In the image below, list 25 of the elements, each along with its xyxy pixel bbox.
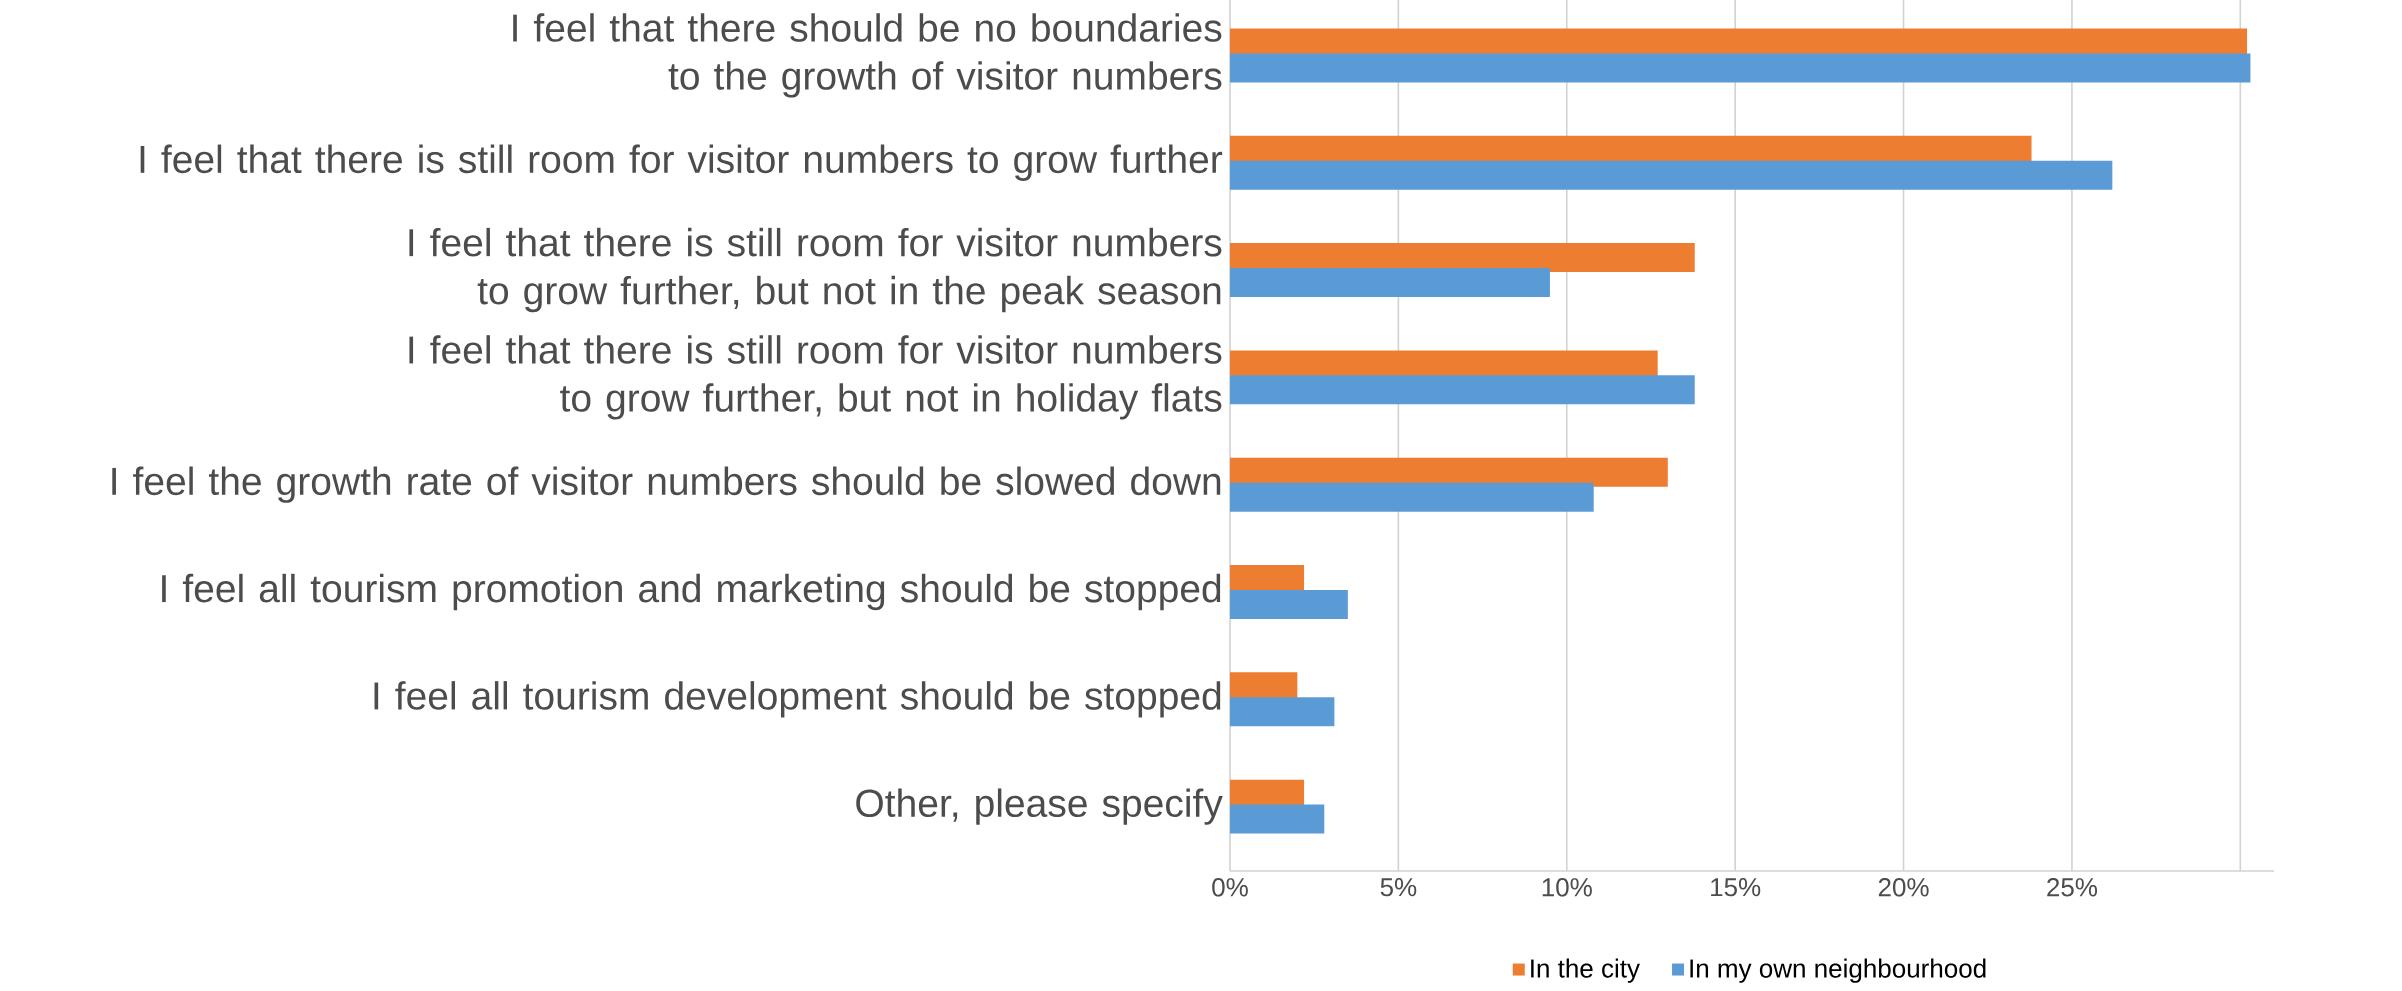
legend-label: In my own neighbourhood [1690,958,1986,983]
bar [1229,804,1325,834]
y-tick-label: I feel that there is still room for visitor numbers to grow further [140,144,1223,181]
bar [1229,482,1594,512]
y-tick-label: I feel that there is still room for visitor numbers to grow further, but not in the peak season [409,227,1222,313]
x-tick-label: 0% [1212,878,1248,897]
x-tick-label: 10% [1542,878,1592,897]
bar [1229,53,2251,83]
bar [1229,697,1335,727]
y-tick-label: Other, please specify [856,788,1223,825]
bar [1229,589,1348,619]
x-tick-label: 25% [2047,878,2098,897]
y-tick-label: I feel the growth rate of visitor numbers should be slowed down [112,466,1221,503]
bar [1229,375,1695,405]
y-tick-label: I feel that there is still room for visitor numbers to grow further, but not in holiday flats [409,335,1222,420]
y-tick-label: I feel all tourism promotion and marketing should be stopped [162,573,1221,611]
y-tick-label: I feel all tourism development should be stopped [374,681,1221,718]
bar [1229,268,1550,298]
x-tick-label: 5% [1380,878,1417,897]
x-tick-label: 15% [1711,878,1761,897]
bar [1229,243,1695,273]
bar [1229,160,2113,190]
legend-label: In the city [1531,958,1640,983]
x-tick-label: 20% [1878,878,1929,897]
y-tick-label: I feel that there should be no boundaries to the growth of visitor numbers [513,13,1222,98]
